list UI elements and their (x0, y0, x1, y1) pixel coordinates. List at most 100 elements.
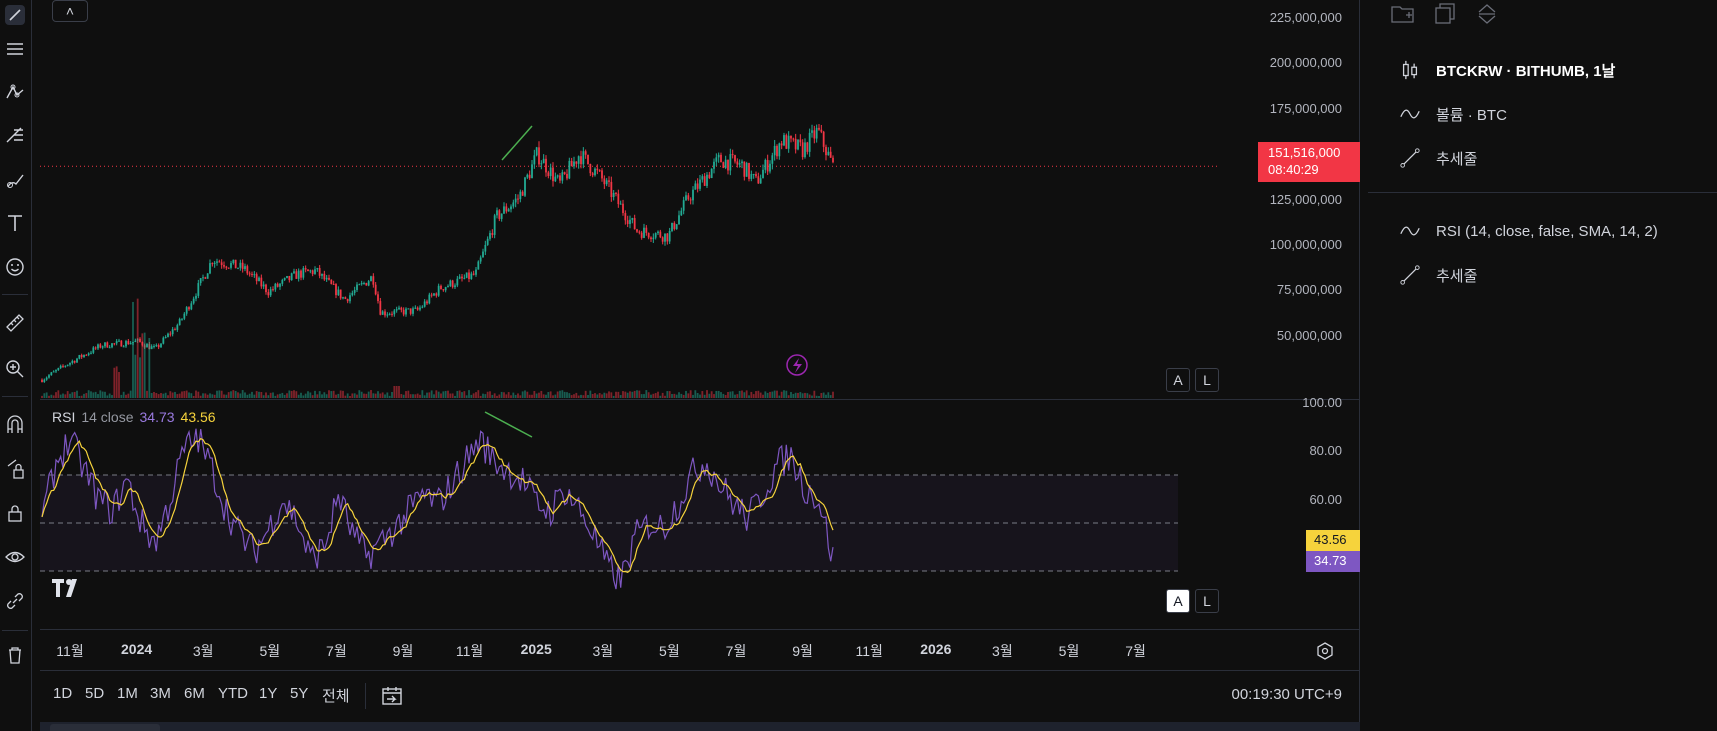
log-scale-button[interactable]: L (1195, 368, 1219, 392)
time-axis[interactable]: 11월 2024 3월 5월 7월 9월 11월 2025 3월 5월 7월 9월 11월 2026 3월 5… (40, 629, 1360, 669)
new-folder-icon[interactable] (1390, 2, 1416, 26)
rsi-auto-scale-button[interactable]: A (1166, 589, 1190, 613)
bottom-panel-handle[interactable] (40, 722, 1360, 731)
timeframe-5d-button[interactable]: 5D (85, 685, 105, 702)
timeframe-5y-button[interactable]: 5Y (290, 685, 309, 702)
candle-body (783, 135, 785, 146)
timeframe-ytd-button[interactable]: YTD (218, 685, 248, 702)
candle-body (155, 345, 158, 347)
candle-body (815, 127, 818, 139)
toolbar-divider (2, 294, 28, 295)
candle-body (685, 195, 687, 201)
auto-scale-button[interactable]: A (1166, 368, 1190, 392)
lock-drawing-icon[interactable] (0, 454, 30, 484)
rsi-legend[interactable]: RSI 14 close 34.73 43.56 (52, 409, 216, 425)
candle-body (286, 275, 288, 278)
candle-body (710, 168, 713, 179)
lines-tool-icon[interactable] (0, 34, 30, 64)
candle-body (393, 310, 396, 315)
brush-tool-icon[interactable] (0, 166, 30, 196)
timeframe-1m-button[interactable]: 1M (117, 685, 138, 702)
candle-body (657, 231, 659, 234)
candle-body (227, 267, 230, 269)
zoom-in-icon[interactable] (0, 354, 30, 384)
bottom-panel-tab[interactable] (50, 724, 160, 731)
candle-body (388, 313, 391, 315)
candle-body (220, 262, 223, 266)
lightning-circle (786, 354, 808, 376)
candle-body (479, 257, 482, 262)
volume-bar (339, 390, 342, 398)
rsi-log-scale-button[interactable]: L (1195, 589, 1219, 613)
text-tool-icon[interactable] (0, 208, 30, 238)
timeframe-3m-button[interactable]: 3M (150, 685, 171, 702)
candle-body (654, 233, 657, 238)
candle-body (125, 341, 127, 347)
timeframe-all-button[interactable]: 전체 (322, 688, 350, 705)
fib-tool-icon[interactable] (0, 120, 30, 150)
candle-body (792, 138, 795, 140)
price-chart[interactable] (40, 0, 1360, 400)
trash-icon[interactable] (0, 640, 30, 670)
timeframe-6m-button[interactable]: 6M (184, 685, 205, 702)
candle-body (447, 285, 449, 288)
go-to-date-icon[interactable] (380, 684, 404, 708)
rsi-chart[interactable] (40, 401, 1360, 629)
volume-bar (129, 390, 132, 398)
volume-bar (650, 394, 652, 398)
clone-icon[interactable] (1432, 2, 1458, 26)
lightning-icon[interactable] (786, 354, 808, 376)
candle-body (568, 160, 571, 179)
emoji-tool-icon[interactable] (0, 252, 30, 282)
object-rsi[interactable]: RSI (14, close, false, SMA, 14, 2) (1398, 217, 1658, 245)
volume-bar (533, 391, 536, 398)
volume-bar (363, 393, 365, 398)
lock-icon[interactable] (0, 498, 30, 528)
volume-bar (337, 393, 340, 398)
volume-bar (290, 390, 293, 398)
volume-bar (437, 391, 440, 398)
rsi-pane[interactable]: RSI 14 close 34.73 43.56 100.00 80.00 60… (40, 395, 1360, 629)
candle-body (636, 229, 638, 232)
object-trendline[interactable]: 추세줄 (1398, 144, 1477, 172)
candle-body (52, 371, 55, 373)
chart-panel: ˄ 225,000,000 200,000,000 175,000,000 12… (40, 0, 1360, 722)
volume-bar (251, 391, 253, 398)
link-icon[interactable] (0, 586, 30, 616)
volume-bar (587, 394, 589, 398)
volume-bar (430, 390, 433, 398)
crosshair-tool-icon[interactable] (0, 0, 30, 30)
pattern-tool-icon[interactable] (0, 78, 30, 108)
timeframe-1d-button[interactable]: 1D (53, 685, 73, 702)
candle-body (400, 307, 403, 310)
volume-bar (493, 393, 496, 398)
volume-bar (248, 393, 251, 398)
time-axis-settings-icon[interactable] (1316, 642, 1334, 660)
ruler-tool-icon[interactable] (0, 308, 30, 338)
price-axis-label: 75,000,000 (1276, 282, 1342, 297)
volume-bar (820, 393, 823, 398)
volume-bar (528, 394, 531, 398)
candle-body (290, 273, 293, 281)
volume-bar (120, 394, 123, 398)
object-volume[interactable]: 볼륨 · BTC (1398, 100, 1507, 128)
hide-drawings-icon[interactable] (0, 542, 30, 572)
volume-bar (241, 390, 244, 398)
collapse-pane-button[interactable]: ˄ (52, 0, 88, 22)
price-pane[interactable]: ˄ 225,000,000 200,000,000 175,000,000 12… (40, 0, 1360, 400)
volume-bar (664, 395, 666, 398)
timeframe-1y-button[interactable]: 1Y (259, 685, 278, 702)
volume-bar (160, 393, 162, 398)
volume-bar (164, 392, 167, 398)
volume-bar (486, 391, 489, 398)
volume-bar (155, 393, 158, 398)
candle-body (197, 283, 200, 296)
volume-bar (300, 392, 302, 398)
volume-bar (281, 392, 284, 398)
clock[interactable]: 00:19:30 UTC+9 (1231, 686, 1343, 703)
magnet-icon[interactable] (0, 410, 30, 440)
object-trendline-2[interactable]: 추세줄 (1398, 261, 1477, 289)
order-icon[interactable] (1474, 2, 1500, 26)
object-symbol[interactable]: BTCKRW · BITHUMB, 1날 (1398, 56, 1615, 84)
candle-body (799, 139, 802, 143)
